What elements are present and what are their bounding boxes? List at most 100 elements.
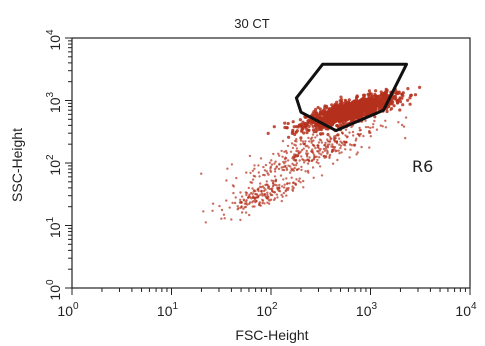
scatter-point — [330, 150, 334, 154]
scatter-point — [336, 125, 339, 128]
scatter-point — [281, 195, 284, 198]
scatter-point — [285, 167, 288, 170]
scatter-point — [291, 189, 295, 192]
scatter-point — [344, 128, 348, 131]
scatter-point — [391, 100, 395, 104]
scatter-point — [297, 149, 300, 153]
scatter-point — [291, 155, 295, 158]
scatter-point — [323, 104, 327, 108]
scatter-point — [283, 125, 287, 130]
scatter-point — [323, 149, 327, 152]
scatter-point — [312, 157, 316, 160]
scatter-point — [270, 187, 274, 190]
scatter-point — [336, 105, 340, 109]
scatter-point — [264, 188, 267, 191]
scatter-point — [355, 94, 359, 98]
scatter-point — [358, 133, 361, 137]
scatter-point — [362, 134, 365, 138]
scatter-point — [279, 174, 283, 177]
scatter-point — [304, 159, 307, 162]
scatter-point — [307, 118, 311, 122]
scatter-point — [299, 150, 302, 154]
scatter-point — [338, 99, 342, 103]
scatter-point — [261, 185, 265, 188]
scatter-point — [283, 150, 286, 153]
scatter-point — [262, 173, 265, 177]
scatter-point — [333, 138, 336, 142]
scatter-point — [324, 127, 328, 131]
scatter-point — [280, 185, 284, 188]
scatter-point — [266, 131, 270, 135]
scatter-point — [251, 196, 255, 199]
scatter-point — [301, 140, 305, 143]
scatter-point — [338, 118, 342, 122]
scatter-point — [251, 187, 254, 190]
scatter-point — [398, 100, 403, 104]
scatter-point — [396, 98, 400, 103]
scatter-point — [267, 198, 270, 201]
scatter-point — [358, 126, 361, 130]
scatter-point — [291, 146, 295, 150]
scatter-point — [243, 202, 247, 205]
scatter-point — [333, 135, 336, 138]
scatter-point — [266, 183, 269, 186]
scatter-point — [265, 170, 268, 173]
scatter-point — [254, 192, 257, 196]
scatter-point — [294, 158, 298, 162]
scatter-point — [245, 199, 248, 202]
scatter-point — [299, 139, 303, 142]
scatter-point — [408, 102, 412, 106]
scatter-point — [314, 136, 317, 139]
scatter-point — [262, 165, 265, 169]
scatter-point — [318, 156, 321, 159]
scatter-point — [225, 199, 228, 202]
scatter-point — [270, 189, 274, 192]
scatter-point — [351, 130, 355, 134]
scatter-point — [342, 140, 346, 143]
scatter-point — [320, 153, 323, 156]
scatter-point — [308, 159, 311, 162]
scatter-point — [326, 132, 330, 137]
x-tick-label: 101 — [157, 301, 179, 319]
scatter-point — [304, 170, 307, 173]
scatter-point — [325, 106, 329, 110]
scatter-point — [222, 213, 226, 216]
scatter-point — [250, 181, 254, 184]
scatter-point — [342, 143, 345, 146]
scatter-point — [251, 178, 255, 181]
scatter-point — [300, 149, 304, 152]
scatter-point — [311, 124, 315, 128]
scatter-point — [299, 181, 302, 184]
scatter-point — [287, 135, 291, 139]
scatter-point — [272, 152, 275, 156]
scatter-point — [305, 131, 309, 135]
scatter-point — [317, 141, 321, 144]
scatter-point — [321, 151, 324, 154]
scatter-point — [284, 160, 287, 163]
scatter-point — [368, 100, 373, 104]
scatter-point — [255, 199, 258, 203]
scatter-point — [322, 108, 326, 112]
scatter-point — [257, 171, 260, 174]
scatter-point — [364, 125, 368, 129]
scatter-point — [292, 181, 295, 185]
scatter-point — [280, 199, 283, 203]
scatter-point — [211, 202, 215, 205]
scatter-point — [270, 163, 274, 166]
scatter-point — [340, 151, 343, 154]
scatter-point — [305, 127, 309, 132]
scatter-point — [278, 183, 281, 187]
scatter-point — [309, 122, 313, 126]
scatter-point — [354, 139, 357, 142]
scatter-point — [348, 156, 351, 159]
scatter-point — [332, 111, 336, 115]
scatter-point — [285, 194, 288, 197]
scatter-point — [315, 131, 318, 134]
scatter-point — [339, 144, 343, 147]
scatter-point — [311, 128, 316, 132]
scatter-point — [256, 196, 260, 199]
scatter-point — [310, 141, 313, 144]
scatter-point — [378, 107, 382, 111]
scatter-point — [418, 85, 422, 89]
scatter-point — [285, 189, 288, 192]
